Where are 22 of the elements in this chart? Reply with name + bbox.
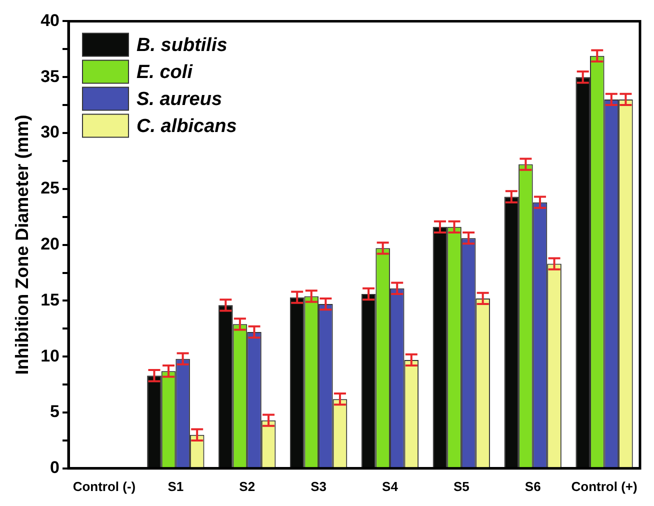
y-tick-label: 0 [50, 458, 60, 478]
y-tick-label: 30 [40, 122, 60, 142]
y-tick-label: 20 [40, 234, 60, 254]
y-tick-label: 15 [40, 290, 60, 310]
y-axis-title: Inhibition Zone Diameter (mm) [12, 114, 32, 375]
y-tick-label: 35 [40, 66, 60, 86]
y-tick-label: 10 [40, 346, 60, 366]
x-tick-label: S6 [524, 478, 541, 494]
x-tick-label: S1 [168, 478, 184, 494]
legend-label: C. albicans [136, 116, 237, 137]
x-tick-label: S5 [453, 478, 470, 494]
x-tick-label: S3 [310, 478, 326, 494]
legend-label: E. coli [136, 62, 194, 83]
y-tick-label: 5 [50, 402, 60, 422]
y-tick-label: 40 [40, 10, 60, 30]
legend-label: S. aureus [136, 88, 222, 110]
x-tick-label: S4 [382, 478, 399, 494]
legend-label: B. subtilis [136, 34, 228, 56]
x-tick-label: Control (+) [571, 478, 638, 494]
x-tick-label: Control (-) [72, 478, 136, 494]
x-tick-label: S2 [239, 478, 256, 494]
y-tick-label: 25 [40, 178, 60, 198]
